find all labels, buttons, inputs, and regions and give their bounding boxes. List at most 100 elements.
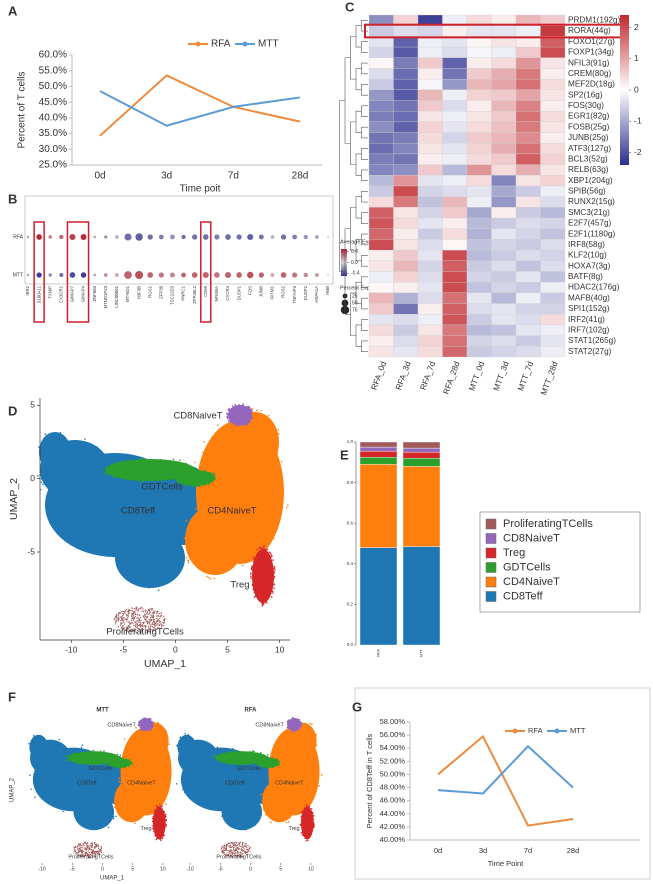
cell-point (307, 824, 309, 827)
heat-cell (491, 260, 517, 272)
heat-cell (515, 282, 541, 294)
cell-point (302, 735, 305, 738)
cell-point (76, 852, 79, 854)
cell-point (50, 478, 53, 480)
cell-point (287, 721, 290, 724)
cell-point (250, 450, 252, 453)
cell-point (104, 487, 107, 489)
cell-point (127, 617, 129, 619)
cell-point (166, 522, 169, 525)
cell-point (143, 717, 146, 720)
cell-point (154, 823, 156, 825)
cell-point (284, 819, 286, 822)
column-label: RFA_0d (370, 360, 389, 391)
cell-point (262, 482, 264, 485)
gene-label: RGS2 (281, 285, 286, 297)
cell-point (296, 723, 298, 726)
cell-point (220, 511, 223, 513)
dot (181, 234, 186, 240)
cell-point (154, 627, 156, 629)
cell-point (87, 469, 90, 472)
cell-point (112, 786, 114, 788)
cell-point (242, 463, 244, 465)
cell-point (129, 629, 131, 632)
cell-point (166, 487, 168, 490)
heat-cell (442, 57, 468, 69)
heat-cell (393, 132, 419, 144)
cell-point (158, 822, 161, 825)
heat-cell (515, 249, 541, 261)
cell-point (44, 757, 47, 760)
cell-point (275, 442, 278, 445)
cell-point (212, 765, 215, 767)
cell-point (93, 850, 95, 852)
dot (236, 234, 242, 240)
heat-cell (417, 143, 443, 155)
dot (292, 234, 298, 240)
bar-segment (359, 464, 398, 548)
cell-point (146, 629, 148, 631)
cell-point (225, 848, 227, 850)
cell-point (182, 498, 185, 500)
cell-point (168, 743, 171, 745)
cell-point (96, 853, 98, 855)
heat-cell (417, 217, 443, 229)
cell-point (89, 759, 92, 761)
cell-point (221, 525, 224, 527)
cell-point (200, 477, 203, 480)
heat-cell (368, 68, 394, 80)
heat-cell (368, 217, 394, 229)
cell-point (308, 810, 310, 813)
cell-point (312, 821, 315, 824)
cell-point (220, 486, 223, 488)
heat-cell (540, 335, 566, 347)
y-tick-label: 42.00% (380, 822, 406, 831)
cell-point (158, 806, 160, 809)
dot (315, 235, 319, 239)
gene-label: HSPA1A (314, 286, 319, 303)
cell-point (135, 623, 137, 625)
cell-point (291, 721, 293, 724)
cell-point (263, 576, 266, 579)
legend-swatch (485, 518, 497, 530)
cell-point (131, 802, 133, 805)
cell-point (88, 763, 90, 766)
x-tick-label: 0 (101, 866, 104, 872)
cell-point (93, 847, 95, 849)
cell-point (249, 412, 252, 414)
cell-point (264, 570, 267, 573)
cell-point (197, 772, 200, 774)
cell-point (192, 469, 194, 471)
cell-point (256, 464, 259, 467)
cell-point (144, 785, 146, 788)
cell-point (265, 601, 267, 604)
cell-point (266, 565, 269, 567)
cell-point (273, 577, 275, 580)
heat-cell (368, 239, 394, 251)
cell-point (83, 498, 85, 500)
cell-point (249, 754, 252, 757)
cell-point (181, 743, 184, 745)
cell-point (186, 740, 189, 742)
cell-point (158, 617, 161, 620)
cell-point (282, 489, 285, 491)
cell-point (132, 619, 134, 621)
cell-point (156, 619, 159, 622)
cell-point (142, 728, 145, 730)
y-tick-label: 58.00% (380, 717, 406, 726)
cell-point (164, 530, 167, 533)
cell-point (212, 472, 215, 474)
cell-point (156, 612, 158, 614)
cell-point (247, 419, 250, 422)
cell-point (138, 473, 141, 475)
cell-point (133, 812, 136, 814)
cell-point (90, 848, 92, 851)
cell-point (225, 803, 227, 806)
cell-point (149, 608, 151, 610)
cell-point (157, 831, 160, 834)
cell-point (209, 480, 212, 483)
cell-point (260, 599, 262, 602)
cell-point (85, 844, 88, 846)
cell-point (123, 763, 125, 766)
heat-cell (515, 132, 541, 144)
